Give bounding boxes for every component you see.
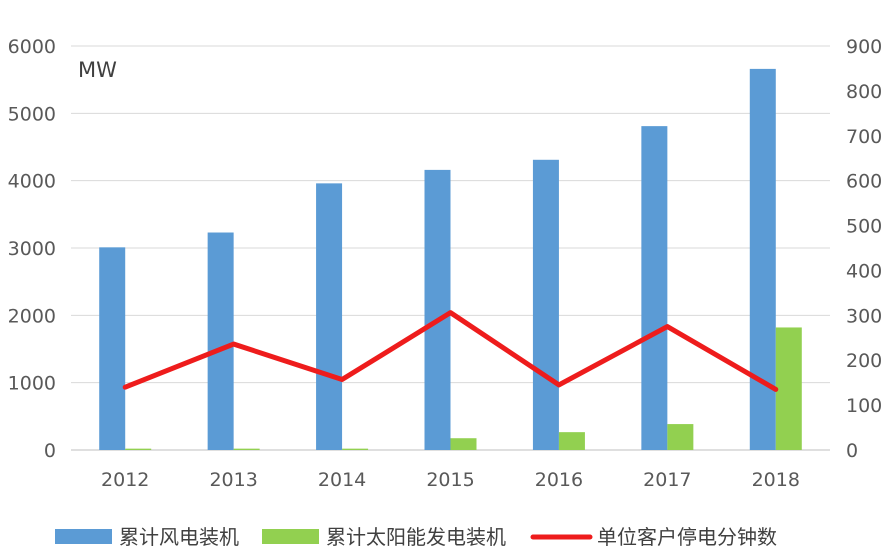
right-tick-label: 700: [846, 126, 882, 148]
bar-wind: [532, 159, 559, 450]
bar-wind: [641, 126, 668, 451]
right-tick-label: 600: [846, 171, 882, 193]
bar-solar: [125, 448, 152, 450]
left-tick-label: 2000: [8, 305, 56, 327]
x-tick-label: 2016: [535, 469, 583, 491]
x-axis-ticks: 2012 2013 2014 2015 2016 2017 2018: [101, 469, 800, 491]
left-axis-ticks: 0 1000 2000 3000 4000 5000 6000: [8, 36, 56, 462]
outage-line: [122, 310, 779, 392]
legend-label: 单位客户停电分钟数: [597, 525, 777, 549]
right-tick-label: 300: [846, 305, 882, 327]
bar-wind: [207, 232, 234, 450]
legend-label: 累计太阳能发电装机: [326, 525, 506, 549]
bar-solar: [450, 438, 477, 450]
legend-swatch: [55, 529, 112, 544]
left-tick-label: 0: [44, 440, 56, 462]
bar-solar: [342, 448, 369, 450]
bar-solar: [667, 424, 694, 450]
right-tick-label: 200: [846, 350, 882, 372]
right-axis-ticks: 0 100 200 300 400 500 600 700 800 900: [846, 36, 882, 462]
right-tick-label: 400: [846, 260, 882, 282]
left-axis-unit: MW: [78, 58, 117, 82]
legend-label: 累计风电装机: [119, 525, 239, 549]
left-tick-label: 4000: [8, 171, 56, 193]
x-tick-label: 2015: [426, 469, 474, 491]
left-tick-label: 5000: [8, 103, 56, 125]
x-tick-label: 2012: [101, 469, 149, 491]
legend: 累计风电装机 累计太阳能发电装机 单位客户停电分钟数: [55, 525, 777, 549]
bars: [99, 68, 802, 451]
x-tick-label: 2014: [318, 469, 366, 491]
left-tick-label: 1000: [8, 373, 56, 395]
bar-wind: [424, 169, 451, 451]
right-tick-label: 500: [846, 216, 882, 238]
right-tick-label: 900: [846, 36, 882, 58]
left-tick-label: 3000: [8, 238, 56, 260]
bar-wind: [316, 183, 343, 451]
x-tick-label: 2017: [643, 469, 691, 491]
x-tick-label: 2018: [752, 469, 800, 491]
bar-solar: [775, 327, 802, 450]
legend-swatch: [262, 529, 319, 544]
right-tick-label: 100: [846, 395, 882, 417]
bar-wind: [749, 68, 776, 450]
right-tick-label: 0: [846, 440, 858, 462]
x-tick-label: 2013: [209, 469, 257, 491]
bar-solar: [558, 432, 585, 450]
bar-solar: [233, 448, 260, 450]
bar-wind: [99, 247, 126, 450]
left-tick-label: 6000: [8, 36, 56, 58]
right-tick-label: 800: [846, 81, 882, 103]
